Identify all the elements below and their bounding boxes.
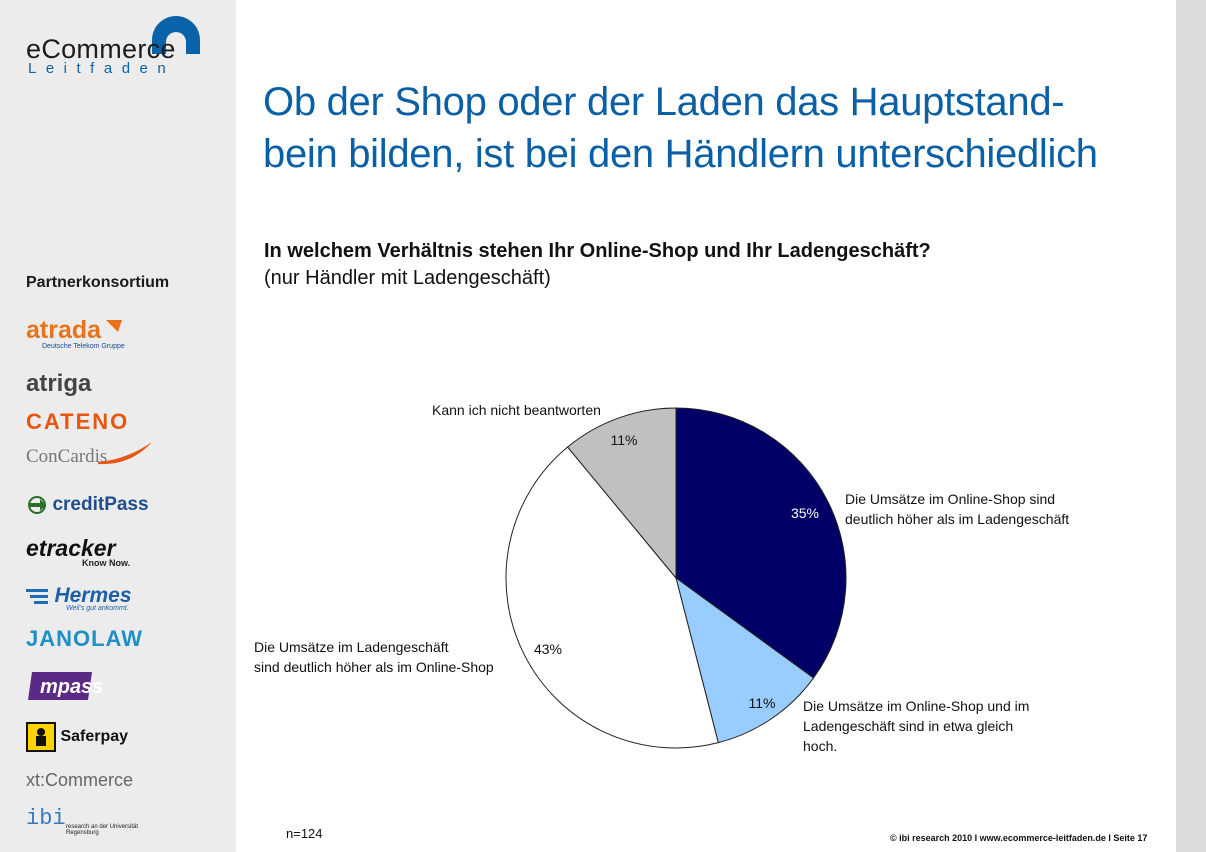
partner-xtcommerce[interactable]: xt:Commerce xyxy=(26,770,134,790)
pie-chart: 35% Die Umsätze im Online-Shop sind deutli… xyxy=(254,402,1069,754)
pie-category-label-2: Die Umsätze im Online-Shop und im Ladenge… xyxy=(803,698,1029,754)
partner-hermes-tagline: Weil's gut ankommt. xyxy=(66,605,129,612)
creditpass-arrow-icon xyxy=(28,496,46,514)
partner-concardis[interactable]: ConCardis xyxy=(26,442,152,468)
right-margin-bar xyxy=(1176,0,1206,852)
saferpay-figure-icon xyxy=(26,722,56,752)
pie-value-label-3: 43% xyxy=(534,641,562,657)
pie-value-label-2: 11% xyxy=(749,695,776,711)
pie-category-label-4: Kann ich nicht beantworten xyxy=(432,402,601,418)
sample-size: n=124 xyxy=(286,826,323,841)
pie-category-label-3: Die Umsätze im Ladengeschäft sind deutlic… xyxy=(254,639,494,675)
partner-heading: Partnerkonsortium xyxy=(26,274,170,291)
slide-title-line-2: bein bilden, ist bei den Händlern unters… xyxy=(263,132,1098,176)
partner-atrada-tagline: Deutsche Telekom Gruppe xyxy=(42,343,125,350)
atrada-arrow-icon xyxy=(105,320,122,332)
partner-etracker[interactable]: etracker Know Now. xyxy=(26,535,130,568)
footer-credits: © ibi research 2010 I www.ecommerce-leit… xyxy=(890,833,1148,843)
hermes-speed-icon xyxy=(26,589,48,604)
partner-atrada[interactable]: atrada Deutsche Telekom Gruppe xyxy=(26,316,125,350)
pie-value-label-4: 11% xyxy=(611,432,638,448)
pie-slice-4 xyxy=(566,407,677,580)
partner-etracker-tagline: Know Now. xyxy=(82,558,131,568)
partner-janolaw[interactable]: JANOLAW xyxy=(26,626,143,651)
mpass-badge-icon xyxy=(28,672,92,700)
pie-slice-2 xyxy=(675,576,815,744)
partner-ibi[interactable]: ibi research an der Universität Regensbu… xyxy=(26,806,138,836)
partner-saferpay-name: Saferpay xyxy=(60,728,129,745)
pie-category-label-1: Die Umsätze im Online-Shop sind deutlich … xyxy=(845,491,1069,527)
survey-question: In welchem Verhältnis stehen Ihr Online-… xyxy=(264,240,931,262)
partner-mpass-name: mpass xyxy=(40,676,104,698)
partner-concardis-name: ConCardis xyxy=(26,446,108,467)
partner-creditpass[interactable]: creditPass xyxy=(26,494,149,516)
pie-slice-3 xyxy=(505,446,719,749)
slide-title-line-1: Ob der Shop oder der Laden das Hauptstan… xyxy=(263,80,1065,124)
partner-saferpay[interactable]: Saferpay xyxy=(26,722,128,752)
logo-ecommerce[interactable]: eCommerce xyxy=(26,34,176,64)
partner-hermes-name: Hermes xyxy=(54,584,132,607)
partner-ibi-name: ibi xyxy=(26,806,66,831)
partner-atriga[interactable]: atriga xyxy=(26,370,92,397)
partner-etracker-name: etracker xyxy=(26,535,116,561)
survey-question-note: (nur Händler mit Ladengeschäft) xyxy=(264,267,551,289)
slide-title: Ob der Shop oder der Laden das Hauptstan… xyxy=(263,76,1163,180)
concardis-swoosh-icon xyxy=(98,442,152,465)
partner-creditpass-name: creditPass xyxy=(52,494,149,515)
partner-cateno[interactable]: CATENO xyxy=(26,409,130,434)
sidebar: eCommerce Leitfaden Partnerkonsortium at… xyxy=(0,0,236,852)
pie-value-label-1: 35% xyxy=(791,505,819,521)
pie-slice-1 xyxy=(675,407,847,679)
partner-mpass[interactable]: mpass xyxy=(26,668,103,700)
partner-ibi-tagline: research an der Universität Regensburg xyxy=(66,824,139,836)
partner-atrada-name: atrada xyxy=(26,316,102,344)
partner-hermes[interactable]: Hermes Weil's gut ankommt. xyxy=(26,584,132,612)
ecommerce-logo-mark xyxy=(152,16,200,54)
logo-leitfaden: Leitfaden xyxy=(28,60,176,77)
